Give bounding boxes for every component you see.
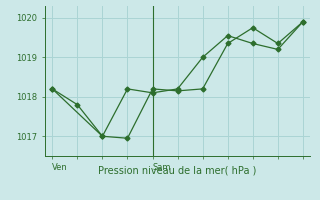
X-axis label: Pression niveau de la mer( hPa ): Pression niveau de la mer( hPa ): [99, 165, 257, 175]
Text: Sam: Sam: [153, 163, 171, 172]
Text: Ven: Ven: [52, 163, 68, 172]
